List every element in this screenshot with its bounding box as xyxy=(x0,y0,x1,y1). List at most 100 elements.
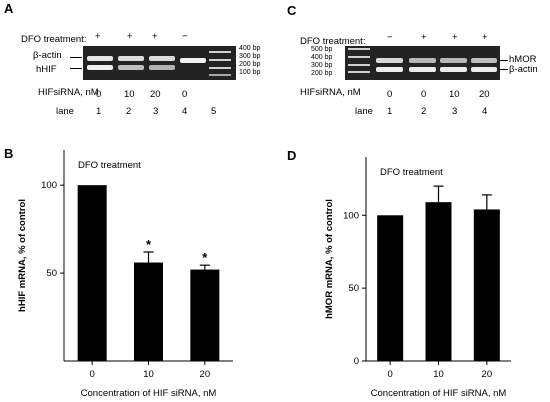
gel-band xyxy=(376,58,403,63)
gel-marker-band xyxy=(209,59,231,61)
y-axis-label: hMOR mRNA, % of control xyxy=(324,199,335,319)
bar xyxy=(134,262,163,361)
gel-band xyxy=(409,67,436,72)
panel-c-band-label-actin: β-actin xyxy=(509,64,538,75)
gel-marker-band xyxy=(348,48,370,50)
gel-band xyxy=(118,65,144,70)
y-tick-label: 0 xyxy=(354,356,359,367)
panel-a-lane-number: 2 xyxy=(126,106,132,117)
panel-c-sirna-label: HIFsiRNA, nM xyxy=(300,87,361,98)
panel-a-treatment-mark: + xyxy=(127,31,133,42)
panel-a-sirna-value: 20 xyxy=(150,89,161,100)
panel-a-size-marker: 400 bp xyxy=(239,45,261,52)
panel-a-treatment-label: DFO treatment: xyxy=(21,34,87,45)
gel-band xyxy=(87,65,113,70)
panel-a-sirna-value: 0 xyxy=(182,89,188,100)
panel-c-sirna-value: 0 xyxy=(387,89,393,100)
panel-c-size-marker: 300 bp xyxy=(311,62,333,69)
bar xyxy=(77,185,107,361)
panel-a-letter: A xyxy=(4,1,14,16)
panel-a-band-label-actin: β-actin xyxy=(33,50,62,61)
panel-a-band-label-hhif: hHIF xyxy=(36,64,57,75)
panel-a-leader-line xyxy=(70,68,82,69)
panel-c-treatment-mark: + xyxy=(452,32,458,43)
panel-a-sirna-value: 10 xyxy=(124,89,135,100)
panel-c-lane-number: 1 xyxy=(387,106,393,117)
panel-a-lane-number: 4 xyxy=(182,106,188,117)
panel-a-sirna-label: HIFsiRNA, nM xyxy=(38,87,99,98)
gel-marker-band xyxy=(209,51,231,53)
panel-c-sirna-value: 0 xyxy=(421,89,427,100)
panel-c-treatment-label: DFO treatment: xyxy=(300,36,366,47)
gel-band xyxy=(471,58,497,63)
x-tick-label: 20 xyxy=(200,369,211,380)
panel-a-size-marker: 300 bp xyxy=(239,53,261,60)
x-axis-label: Concentration of HIF siRNA, nM xyxy=(371,388,507,399)
panel-c-size-marker: 200 bp xyxy=(311,70,333,77)
x-tick-label: 20 xyxy=(482,369,493,380)
panel-c-lane-number: 3 xyxy=(452,106,458,117)
panel-c-gel-image xyxy=(345,46,500,80)
panel-b-letter: B xyxy=(4,146,14,161)
panel-a-treatment-mark: + xyxy=(95,31,101,42)
y-tick-label: 50 xyxy=(46,268,57,279)
panel-a-gel-image xyxy=(83,46,236,80)
panel-d-letter: D xyxy=(287,148,297,163)
panel-a-sirna-value: 0 xyxy=(96,89,102,100)
chart-annotation: DFO treatment xyxy=(380,167,443,178)
panel-a-lane-number: 3 xyxy=(153,106,159,117)
bar xyxy=(473,209,500,361)
significance-marker: * xyxy=(202,250,208,265)
x-tick-label: 0 xyxy=(90,369,95,380)
gel-band xyxy=(471,67,497,72)
panel-c-lane-number: 2 xyxy=(421,106,427,117)
panel-a-leader-line xyxy=(70,57,82,58)
gel-band xyxy=(440,67,467,72)
bar xyxy=(190,269,220,361)
panel-c-sirna-value: 10 xyxy=(449,89,460,100)
gel-band xyxy=(409,58,436,63)
bar xyxy=(377,215,404,361)
panel-c-lane-number: 4 xyxy=(482,106,488,117)
y-tick-label: 100 xyxy=(41,180,57,191)
gel-band xyxy=(149,56,175,61)
panel-c-treatment-mark: + xyxy=(421,32,427,43)
gel-band xyxy=(180,58,206,63)
panel-c-size-marker: 400 bp xyxy=(311,54,333,61)
panel-a-size-marker: 100 bp xyxy=(239,69,261,76)
panel-c-band-label-hmor: hMOR xyxy=(509,54,537,65)
panel-a-lane-number: 1 xyxy=(96,106,102,117)
panel-c-lane-label: lane xyxy=(355,106,373,117)
chart-panel-b: DFO treatment 50 100 0 10 * 20 * Concentration o… xyxy=(17,150,233,399)
gel-band xyxy=(149,65,175,70)
x-tick-label: 10 xyxy=(143,369,154,380)
x-tick-label: 0 xyxy=(388,369,393,380)
gel-marker-band xyxy=(348,56,370,58)
panel-a-size-marker: 200 bp xyxy=(239,61,261,68)
panel-c-sirna-value: 20 xyxy=(479,89,490,100)
chart-panel-d: DFO treatment 0 50 100 0 10 20 Concentration of… xyxy=(324,157,511,399)
gel-band xyxy=(118,56,144,61)
panel-c-treatment-mark: + xyxy=(482,32,488,43)
y-axis-label: hHIF mRNA, % of control xyxy=(17,199,28,312)
y-tick-label: 100 xyxy=(343,210,359,221)
panel-c-leader-line xyxy=(500,60,508,61)
y-tick-label: 50 xyxy=(348,283,359,294)
gel-marker-band xyxy=(348,64,370,66)
panel-a-treatment-mark: − xyxy=(182,31,188,42)
gel-marker-band xyxy=(348,71,370,73)
gel-band xyxy=(87,56,113,61)
panel-c-treatment-mark: − xyxy=(387,32,393,43)
bar xyxy=(425,202,452,361)
panel-a-lane-number: 5 xyxy=(211,106,217,117)
gel-marker-band xyxy=(209,74,231,76)
panel-a-lane-label: lane xyxy=(56,106,74,117)
gel-marker-band xyxy=(209,67,231,69)
panel-c-leader-line xyxy=(500,69,508,70)
x-tick-label: 10 xyxy=(433,369,444,380)
gel-band xyxy=(376,67,403,72)
chart-annotation: DFO treatment xyxy=(78,160,141,171)
panel-c-size-marker: 500 bp xyxy=(311,46,333,53)
significance-marker: * xyxy=(146,237,152,252)
panel-a-treatment-mark: + xyxy=(152,31,158,42)
